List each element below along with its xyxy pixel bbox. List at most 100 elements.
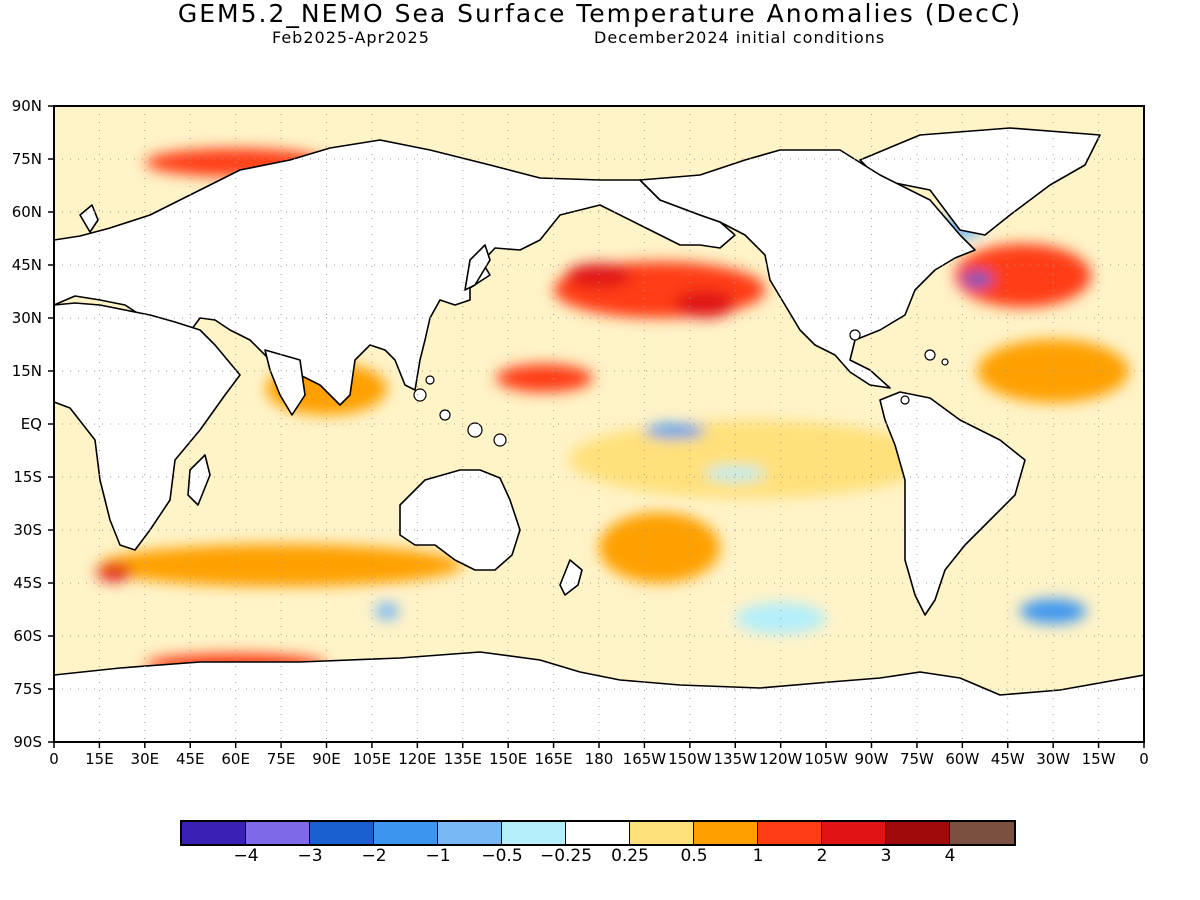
lon-tick-label: 120E — [398, 750, 436, 768]
lat-tick-label: 75S — [13, 680, 42, 698]
legend-swatch — [694, 822, 758, 844]
lon-tick-label: 15E — [85, 750, 114, 768]
lon-tick-label: 75E — [267, 750, 296, 768]
anomaly-region — [99, 544, 463, 587]
lon-tick-label: 45W — [991, 750, 1025, 768]
lat-tick-label: 90S — [13, 733, 42, 751]
south-america — [879, 391, 1026, 616]
lon-tick-label: 45E — [176, 750, 205, 768]
legend-swatch — [950, 822, 1014, 844]
lat-tick-label: 60S — [13, 627, 42, 645]
lat-tick-label: EQ — [21, 415, 42, 433]
lon-tick-label: 15W — [1082, 750, 1116, 768]
eurasia-africa-landmass — [54, 139, 736, 406]
legend-swatch — [246, 822, 310, 844]
legend-label: −0.25 — [539, 846, 593, 866]
legend-label: 3 — [880, 846, 892, 866]
anomaly-region — [962, 272, 993, 287]
legend-swatch — [630, 822, 694, 844]
africa-landmass — [54, 302, 241, 551]
anomaly-region — [674, 289, 736, 318]
lon-tick-label: 165W — [623, 750, 667, 768]
lon-tick-label: 90E — [312, 750, 341, 768]
forecast-period: Feb2025-Apr2025 — [272, 28, 430, 47]
map-title: GEM5.2_NEMO Sea Surface Temperature Anom… — [177, 0, 1023, 28]
island — [941, 358, 949, 366]
legend-label: 0.25 — [611, 846, 649, 866]
legend-label: −0.5 — [481, 846, 523, 866]
lon-tick-label: 30E — [131, 750, 160, 768]
island — [439, 409, 451, 421]
anomaly-region — [496, 363, 593, 393]
lat-tick-label: 45S — [13, 574, 42, 592]
legend-label: 0.5 — [680, 846, 708, 866]
lat-tick-label: 75N — [12, 150, 42, 168]
lon-tick-label: 0 — [1139, 750, 1149, 768]
legend-swatch — [438, 822, 502, 844]
anomaly-region — [96, 563, 133, 582]
north-america — [639, 149, 976, 389]
greenland — [859, 127, 1101, 236]
british-isles — [79, 204, 99, 233]
island — [413, 388, 427, 402]
legend-swatch — [502, 822, 566, 844]
anomaly-region — [704, 466, 766, 481]
lon-tick-label: 135W — [714, 750, 758, 768]
lon-tick-label: 165E — [535, 750, 573, 768]
lon-tick-label: 135E — [444, 750, 482, 768]
anomaly-region — [644, 424, 705, 439]
legend-label: −3 — [297, 846, 323, 866]
legend-label: −1 — [425, 846, 451, 866]
legend-swatch — [310, 822, 374, 844]
lat-tick-label: 15N — [12, 362, 42, 380]
lat-tick-label: 30S — [13, 521, 42, 539]
anomaly-region — [954, 243, 1092, 308]
australia — [399, 469, 521, 571]
lon-tick-label: 180 — [585, 750, 614, 768]
lon-tick-label: 120W — [759, 750, 803, 768]
lon-tick-label: 105W — [804, 750, 848, 768]
legend-swatch — [566, 822, 630, 844]
lon-tick-label: 150E — [489, 750, 527, 768]
anomaly-region — [565, 263, 633, 288]
island — [849, 329, 861, 341]
lon-tick-label: 0 — [49, 750, 59, 768]
japan — [464, 244, 491, 291]
island — [900, 395, 910, 405]
legend-label: −2 — [361, 846, 387, 866]
anomaly-region — [599, 512, 721, 584]
axis-labels: 90N 75N 60N 45N 30N 15N EQ 15S 30S 45S 60S 75S 90S 0 1… — [12, 97, 1149, 768]
grid-lines — [54, 106, 1144, 742]
lon-tick-label: 90W — [855, 750, 889, 768]
island — [467, 422, 483, 438]
lon-tick-label: 30W — [1036, 750, 1070, 768]
legend-label: 2 — [816, 846, 828, 866]
lon-tick-label: 75W — [900, 750, 934, 768]
island — [493, 433, 507, 447]
legend-label: 1 — [752, 846, 764, 866]
madagascar — [187, 454, 211, 506]
lat-tick-label: 60N — [12, 203, 42, 221]
island — [425, 375, 435, 385]
legend-swatch — [374, 822, 438, 844]
legend-swatch — [822, 822, 886, 844]
lat-tick-label: 30N — [12, 309, 42, 327]
lon-tick-label: 60E — [221, 750, 250, 768]
legend-swatch — [758, 822, 822, 844]
lat-tick-label: 90N — [12, 97, 42, 115]
lon-tick-label: 150W — [668, 750, 712, 768]
anomaly-region — [568, 420, 933, 499]
color-legend — [180, 820, 1016, 846]
anomaly-region — [977, 339, 1129, 403]
lon-tick-label: 105E — [353, 750, 391, 768]
legend-swatch — [182, 822, 246, 844]
anomaly-region — [1019, 598, 1087, 624]
island — [924, 349, 936, 361]
legend-label: −4 — [233, 846, 259, 866]
lat-tick-label: 45N — [12, 256, 42, 274]
lon-tick-label: 60W — [945, 750, 979, 768]
lat-tick-label: 15S — [13, 468, 42, 486]
new-zealand — [559, 559, 583, 596]
legend-swatch — [886, 822, 950, 844]
